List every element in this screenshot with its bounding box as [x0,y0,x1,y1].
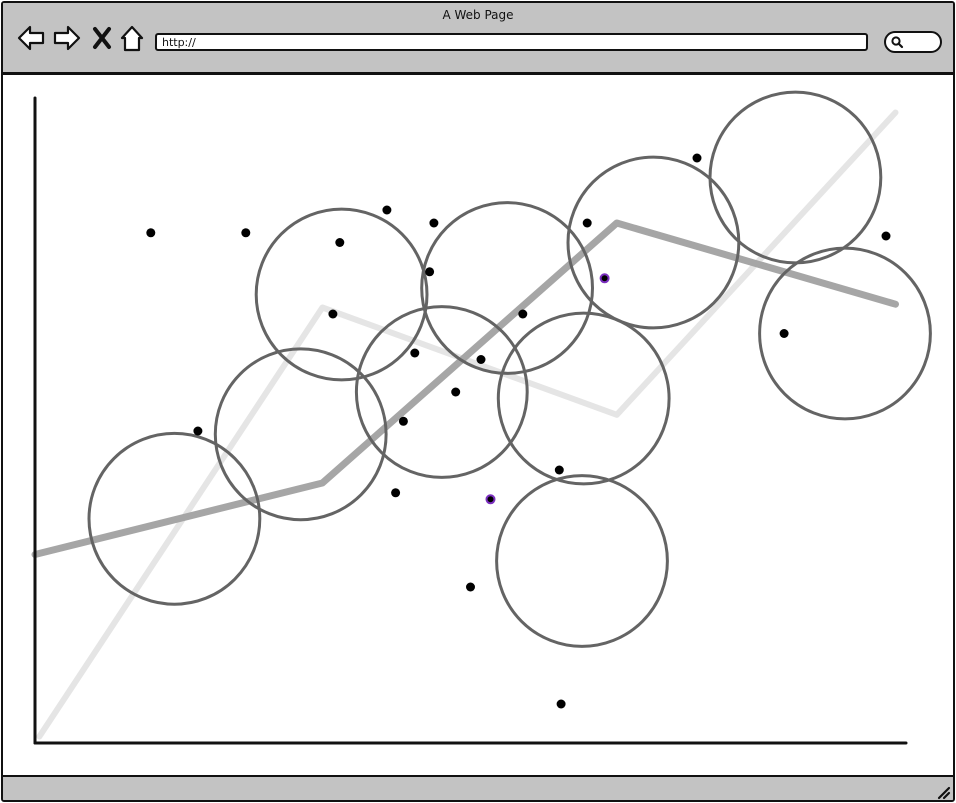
data-point-5 [335,238,345,247]
search-button[interactable] [884,31,942,53]
address-bar[interactable]: http:// [154,33,869,51]
window-title: A Web Page [442,8,514,22]
cluster-circle-10 [758,246,932,421]
chart-axes [33,96,908,745]
highlight-point-1 [599,273,610,284]
data-point-1 [146,228,156,238]
cluster-circles [87,90,932,648]
series-line-light [36,109,899,740]
data-point-21 [556,699,566,709]
data-point-2 [241,228,251,238]
page-content [3,75,953,775]
back-arrow-icon[interactable] [17,23,45,53]
data-point-8 [692,153,702,163]
data-point-7 [582,218,592,228]
data-point-9 [881,231,891,241]
scatter-chart [31,90,932,745]
status-bar [3,775,953,800]
cluster-circle-9 [708,90,883,265]
data-point-6 [425,267,435,277]
data-point-19 [779,329,789,338]
url-input-value[interactable]: http:// [161,36,196,49]
data-point-17 [391,488,401,498]
data-point-4 [429,218,439,228]
data-point-20 [466,582,475,592]
cluster-circle-7 [495,474,669,648]
series-lines [31,109,899,740]
data-points [146,153,891,709]
data-point-12 [410,348,420,358]
data-point-11 [518,309,528,319]
cluster-circle-2 [213,347,388,522]
cluster-circle-3 [254,207,429,382]
resize-grip-icon[interactable] [935,784,951,800]
cluster-circle-1 [87,431,262,606]
cluster-circle-5 [420,201,595,375]
home-icon[interactable] [118,23,146,53]
cluster-circle-6 [496,311,671,486]
cluster-circle-4 [354,305,529,479]
forward-arrow-icon[interactable] [53,23,81,53]
data-point-18 [554,465,564,475]
data-point-14 [451,387,461,397]
search-icon [891,36,904,49]
data-point-16 [193,426,203,436]
data-point-10 [328,309,338,319]
data-point-3 [382,205,392,215]
highlight-point-2 [485,494,496,505]
data-point-15 [398,416,408,426]
series-line-dark [31,219,899,558]
data-point-13 [476,355,486,364]
close-icon[interactable] [91,23,113,53]
title-bar: A Web Page http:// [3,3,953,75]
